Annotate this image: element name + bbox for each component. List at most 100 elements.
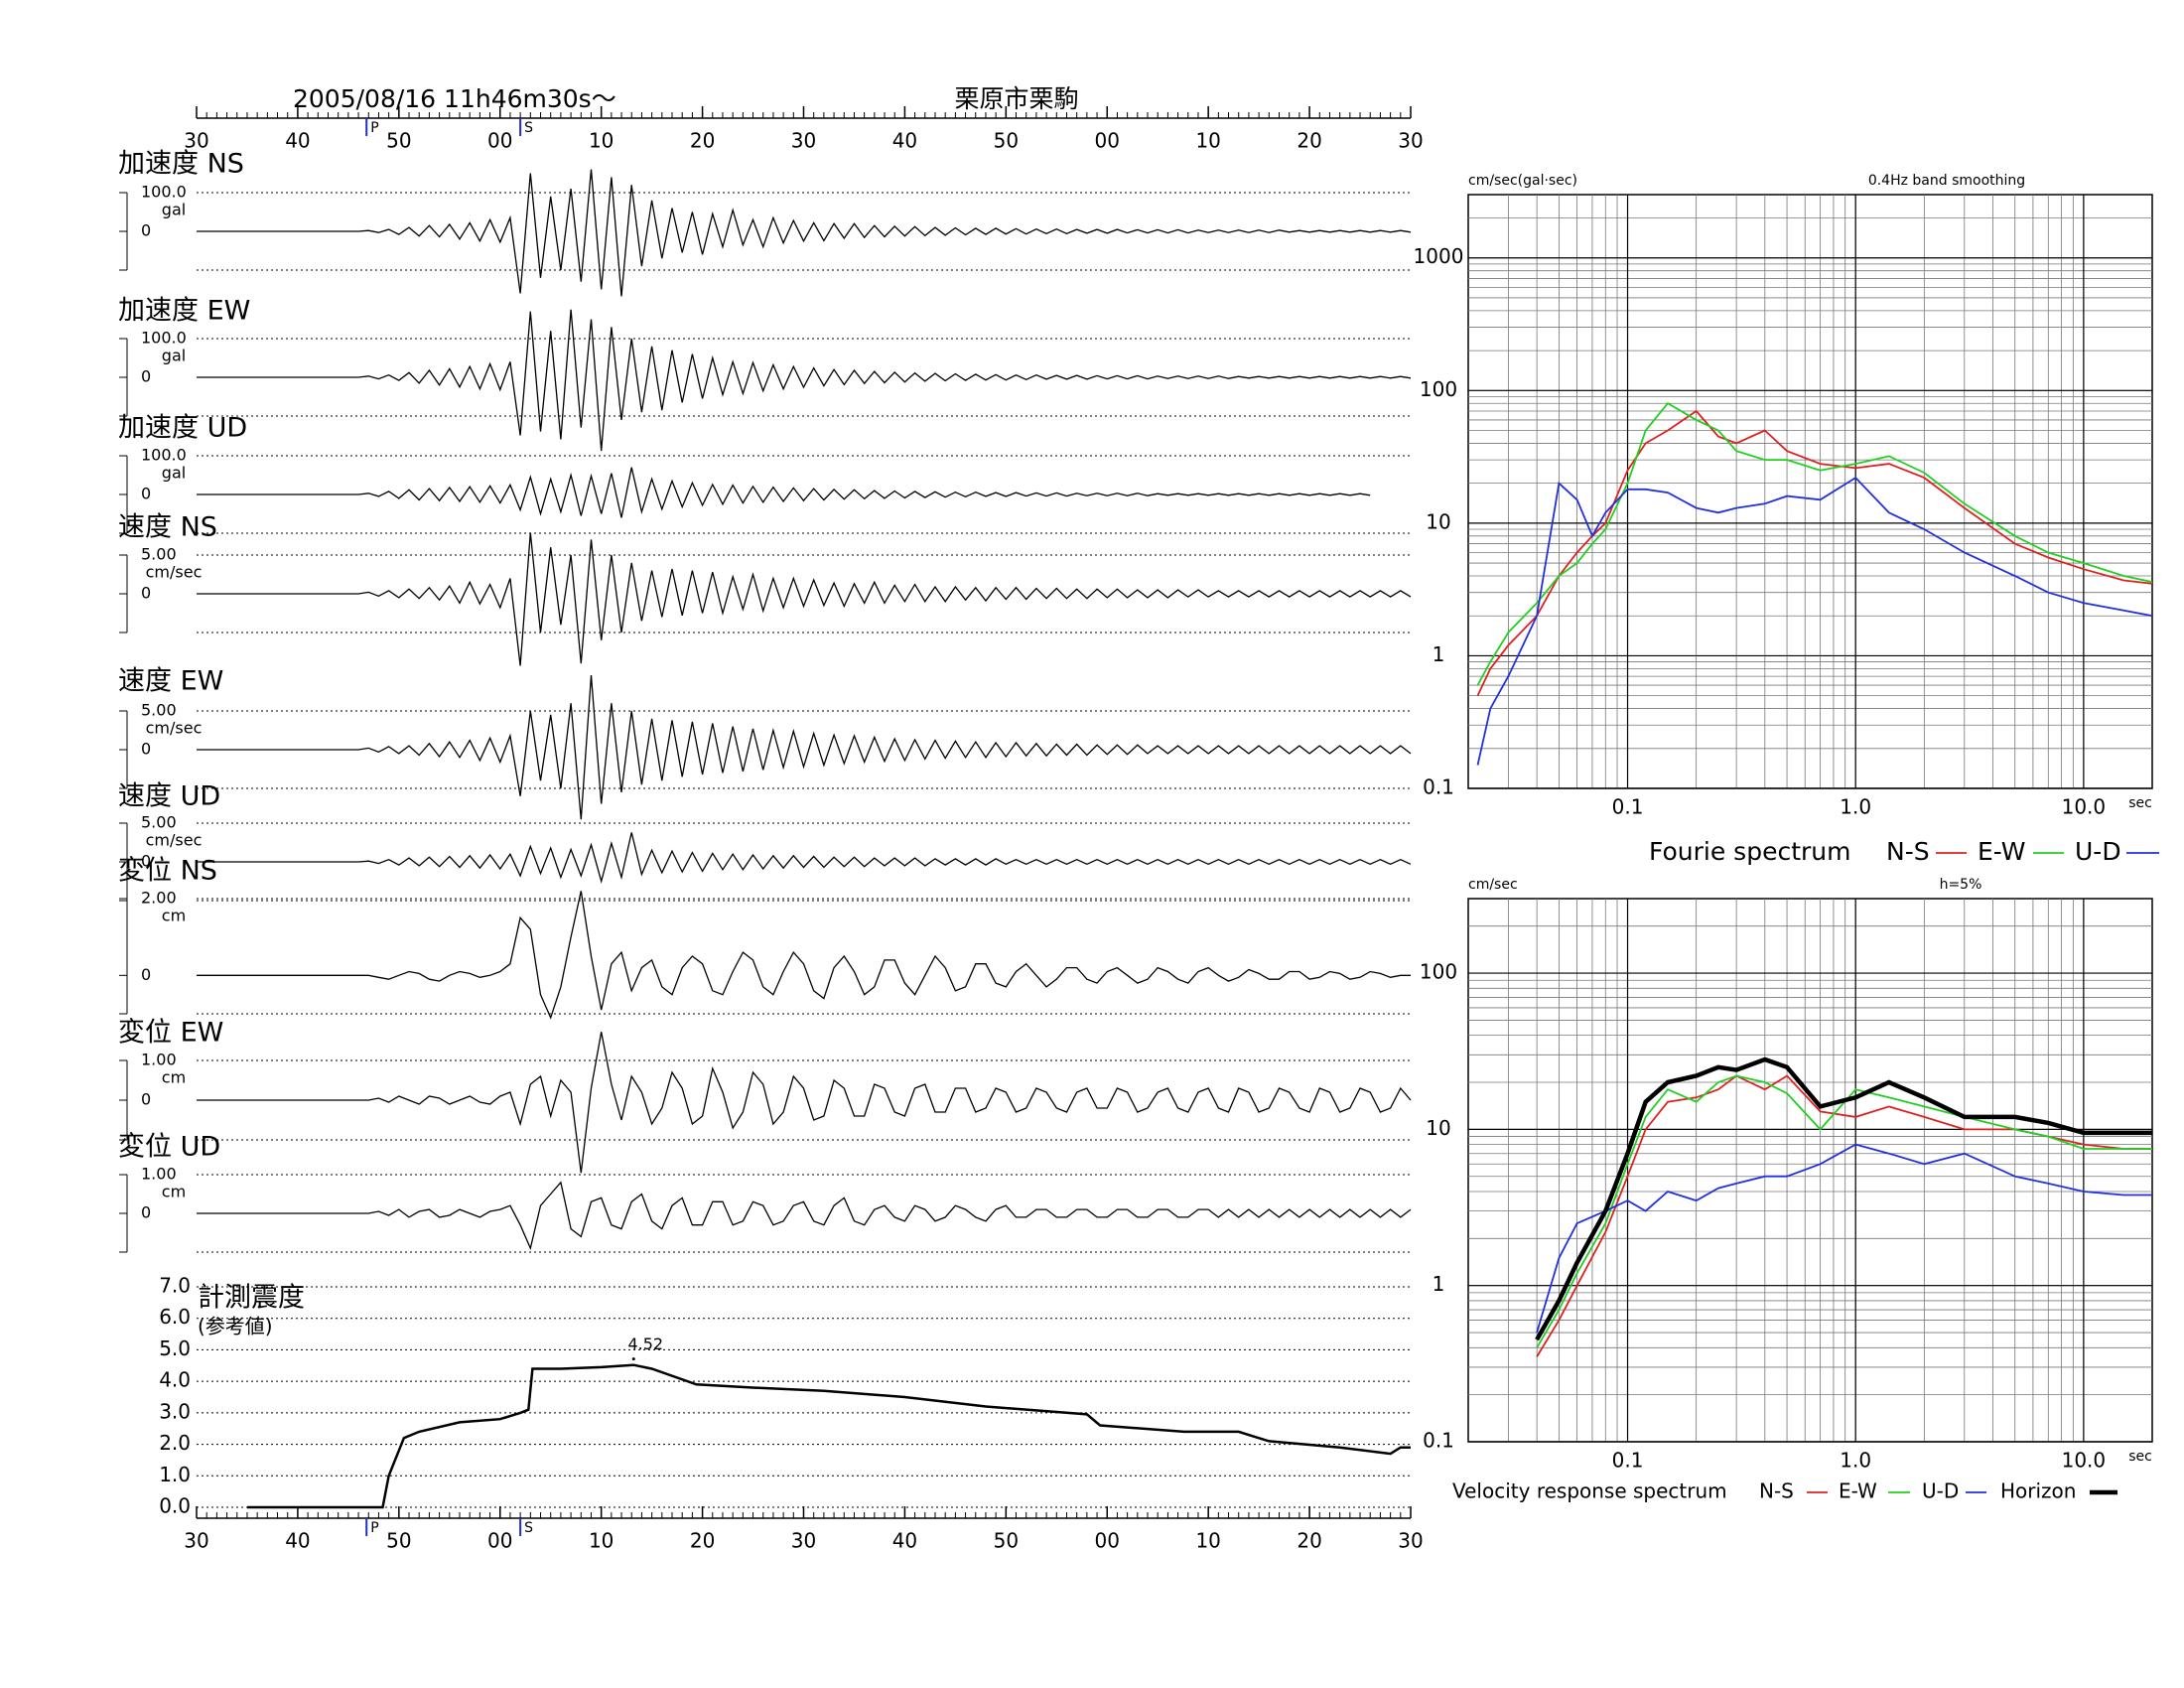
y-tick-label: 0 — [141, 1090, 151, 1109]
legend-label: Horizon — [2000, 1479, 2076, 1503]
y-tick-label: 1000 — [1414, 244, 1464, 268]
x-tick-label: 10.0 — [2062, 795, 2107, 819]
y-tick-label: 100 — [1420, 960, 1457, 984]
unit-label: cm — [162, 907, 186, 925]
waveform-trace — [197, 1181, 1412, 1251]
unit-label: gal — [162, 464, 186, 483]
unit-label: cm/sec — [146, 831, 203, 850]
x-tick-label: 50 — [386, 129, 411, 153]
unit-label: cm — [162, 1068, 186, 1087]
x-tick-label: 30 — [184, 1529, 208, 1553]
x-axis-label: sec — [2128, 795, 2152, 811]
y-tick-label: 100.0 — [141, 329, 187, 348]
x-tick-label: 50 — [386, 1529, 411, 1553]
x-tick-label: 0.1 — [1612, 795, 1644, 819]
intensity-line — [247, 1363, 1411, 1509]
trace-label: 変位 EW — [118, 1018, 223, 1049]
y-tick-label: 0 — [141, 367, 151, 386]
unit-label: gal — [162, 201, 186, 219]
y-tick-label: 1.0 — [159, 1463, 191, 1486]
x-tick-label: 10 — [1195, 1529, 1220, 1553]
x-tick-label: 00 — [1095, 129, 1120, 153]
x-tick-label: 40 — [285, 129, 310, 153]
x-tick-label: 50 — [994, 1529, 1019, 1553]
trace-label: 加速度 UD — [118, 413, 247, 444]
y-axis-label: cm/sec(gal·sec) — [1468, 173, 1577, 189]
spectrum-line — [1535, 1056, 2152, 1341]
trace-label: 速度 EW — [118, 666, 223, 697]
x-axis-label: sec — [2128, 1449, 2152, 1465]
waveform-trace — [197, 832, 1412, 884]
legend-label: U-D — [1922, 1479, 1959, 1503]
x-tick-label: 1.0 — [1840, 795, 1871, 819]
spectrum-line — [1476, 476, 2153, 766]
trace-label: 加速度 NS — [118, 149, 244, 180]
spectrum-line — [1476, 402, 2153, 686]
y-tick-label: 0 — [141, 740, 151, 759]
y-tick-label: 0 — [141, 852, 151, 871]
y-tick-label: 1 — [1433, 1272, 1445, 1296]
y-axis-label: cm/sec — [1468, 877, 1518, 893]
y-tick-label: 1.00 — [141, 1051, 177, 1069]
y-tick-label: 0.1 — [1423, 1429, 1454, 1453]
y-tick-label: 6.0 — [159, 1305, 191, 1329]
legend-label: N-S — [1759, 1479, 1794, 1503]
x-tick-label: 10 — [589, 1529, 614, 1553]
x-tick-label: 30 — [791, 129, 816, 153]
x-tick-label: 10 — [589, 129, 614, 153]
y-tick-label: 100.0 — [141, 446, 187, 465]
waveform-trace — [197, 169, 1412, 297]
unit-label: cm/sec — [146, 719, 203, 738]
x-tick-label: 00 — [487, 129, 512, 153]
legend-label: E-W — [1839, 1479, 1877, 1503]
legend-label: N-S — [1886, 837, 1930, 866]
x-tick-label: 10 — [1195, 129, 1220, 153]
waveform-trace — [197, 891, 1411, 1020]
x-tick-label: 20 — [1297, 129, 1321, 153]
plot-frame — [1467, 898, 2153, 1443]
y-tick-label: 10 — [1426, 509, 1450, 533]
y-tick-label: 4.0 — [159, 1368, 191, 1392]
spectrum-line — [1536, 1074, 2152, 1348]
chart-subtitle: (参考値) — [198, 1315, 273, 1338]
x-tick-label: 00 — [487, 1529, 512, 1553]
y-tick-label: 1.00 — [141, 1165, 177, 1184]
x-tick-label: 30 — [1398, 1529, 1423, 1553]
y-tick-label: 2.00 — [141, 889, 177, 908]
y-tick-label: 1 — [1433, 642, 1445, 666]
trace-label: 変位 NS — [118, 856, 217, 887]
phase-label: S — [524, 120, 533, 136]
y-tick-label: 0.0 — [159, 1494, 191, 1518]
record-title: 2005/08/16 11h46m30s〜 — [293, 84, 616, 113]
waveform-trace — [197, 532, 1412, 666]
x-tick-label: 10.0 — [2062, 1449, 2107, 1473]
y-tick-label: 100 — [1420, 377, 1457, 401]
waveform-trace — [197, 467, 1371, 518]
peak-label: 4.52 — [627, 1335, 663, 1353]
x-tick-label: 50 — [994, 129, 1019, 153]
y-tick-label: 7.0 — [159, 1274, 191, 1298]
x-tick-label: 40 — [892, 1529, 917, 1553]
waveform-trace — [197, 675, 1412, 820]
peak-dot — [631, 1357, 635, 1361]
unit-label: cm — [162, 1183, 186, 1201]
x-tick-label: 00 — [1095, 1529, 1120, 1553]
y-tick-label: 100.0 — [141, 183, 187, 202]
trace-label: 速度 UD — [118, 781, 220, 812]
x-tick-label: 30 — [184, 129, 208, 153]
y-tick-label: 0 — [141, 1203, 151, 1222]
x-tick-label: 20 — [690, 129, 715, 153]
x-tick-label: 30 — [1398, 129, 1423, 153]
y-tick-label: 0 — [141, 584, 151, 603]
y-tick-label: 5.00 — [141, 813, 177, 832]
y-tick-label: 0 — [141, 485, 151, 503]
waveform-trace — [197, 1032, 1412, 1174]
note: h=5% — [1940, 877, 1982, 893]
y-tick-label: 5.0 — [159, 1336, 191, 1360]
trace-label: 速度 NS — [118, 512, 217, 543]
chart-title: 計測震度 — [198, 1283, 305, 1314]
x-tick-label: 1.0 — [1840, 1449, 1871, 1473]
station-name: 栗原市栗駒 — [954, 84, 1078, 113]
y-tick-label: 2.0 — [159, 1431, 191, 1455]
y-tick-label: 5.00 — [141, 701, 177, 720]
